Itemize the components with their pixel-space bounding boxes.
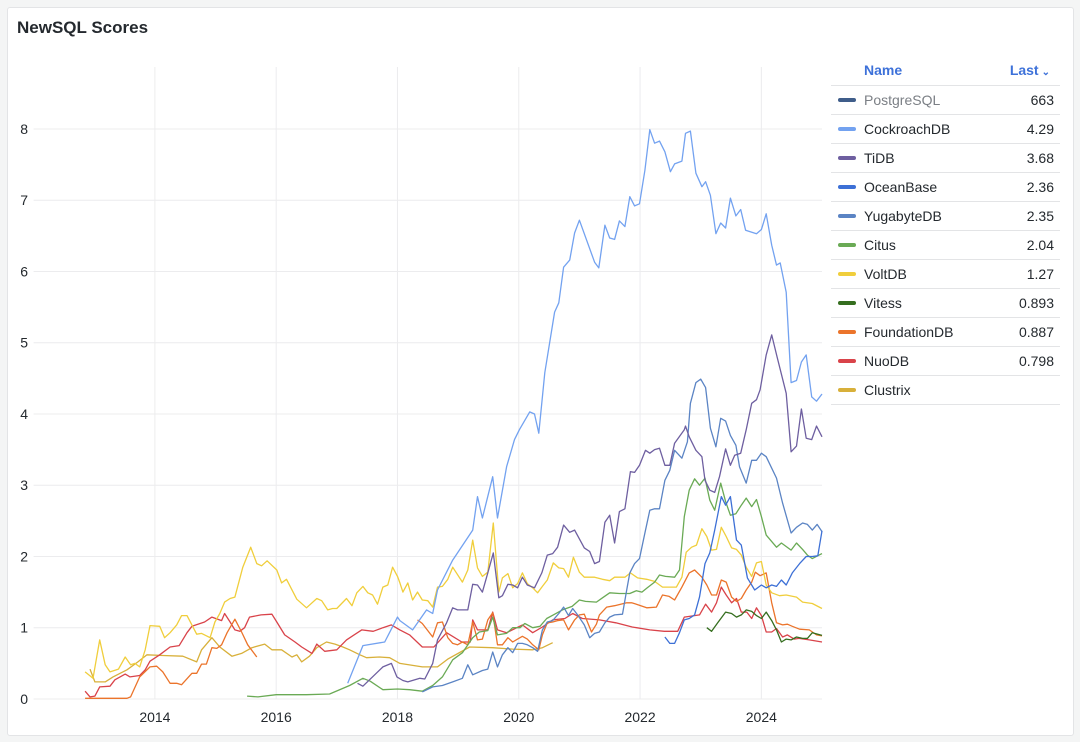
series-color-swatch [838,243,856,247]
legend-last-label: Last [1009,62,1039,78]
legend-item-voltdb[interactable]: VoltDB 1.27 [831,260,1060,289]
y-tick-label: 0 [20,691,28,707]
panel-title: NewSQL Scores [17,18,149,37]
legend-item-last-value: 4.29 [1026,121,1054,137]
y-tick-label: 2 [20,548,28,564]
legend-item-name: CockroachDB [864,121,951,137]
legend-item-vitess[interactable]: Vitess 0.893 [831,289,1060,318]
series-color-swatch [838,127,856,131]
x-tick-label: 2016 [261,709,292,725]
legend-item-yugabytedb[interactable]: YugabyteDB 2.35 [831,202,1060,231]
legend-item-tidb[interactable]: TiDB 3.68 [831,144,1060,173]
x-tick-label: 2022 [624,709,655,725]
legend-item-last-value: 3.68 [1026,150,1054,166]
x-tick-label: 2024 [746,709,777,725]
series-line-oceanbase [664,495,823,645]
legend-item-name: YugabyteDB [864,208,942,224]
series-color-swatch [838,330,856,334]
y-tick-label: 6 [20,263,28,279]
legend-item-name: OceanBase [864,179,938,195]
x-tick-label: 2014 [139,709,170,725]
legend-header: Name Last ⌄ [831,54,1060,86]
series-color-swatch [838,359,856,363]
series-line-tidb [357,334,823,687]
series-line-foundationdb [85,618,258,699]
legend-item-name: NuoDB [864,353,910,369]
legend-item-name: PostgreSQL [864,92,941,108]
x-tick-label: 2018 [382,709,413,725]
series-color-swatch [838,156,856,160]
series-line-yugabytedb [422,378,823,693]
series-line-citus [247,477,823,698]
legend-item-last-value: 2.36 [1026,179,1054,195]
legend-item-last-value: 663 [1030,92,1054,108]
x-tick-label: 2020 [503,709,534,725]
series-line-clustrix [89,637,553,683]
legend-item-name: VoltDB [864,266,907,282]
series-line-cockroachdb [347,129,823,684]
series-line-nuodb [84,586,823,698]
series-color-swatch [838,185,856,189]
legend-item-foundationdb[interactable]: FoundationDB 0.887 [831,318,1060,347]
legend-item-last-value: 0.887 [1018,324,1054,340]
legend-item-cockroachdb[interactable]: CockroachDB 4.29 [831,115,1060,144]
legend-item-oceanbase[interactable]: OceanBase 2.36 [831,173,1060,202]
y-tick-label: 3 [20,477,28,493]
series-color-swatch [838,388,856,392]
legend-item-name: Clustrix [864,382,911,398]
legend-item-last-value: 0.893 [1018,295,1054,311]
legend-last-header[interactable]: Last ⌄ [1010,62,1050,78]
y-tick-label: 1 [20,620,28,636]
legend-item-last-value: 1.27 [1026,266,1054,282]
legend-item-postgresql[interactable]: PostgreSQL 663 [831,86,1060,115]
series-color-swatch [838,272,856,276]
y-tick-label: 8 [20,121,28,137]
chevron-down-icon: ⌄ [1041,67,1050,78]
legend-item-name: Vitess [864,295,902,311]
legend-item-clustrix[interactable]: Clustrix [831,376,1060,405]
legend-item-nuodb[interactable]: NuoDB 0.798 [831,347,1060,376]
y-tick-label: 5 [20,335,28,351]
legend-item-last-value: 2.35 [1026,208,1054,224]
legend-name-header[interactable]: Name [864,62,903,78]
series-line-voltdb [84,522,823,679]
legend-item-name: Citus [864,237,896,253]
legend-item-last-value: 2.04 [1026,237,1054,253]
legend-item-name: FoundationDB [864,324,954,340]
series-color-swatch [838,214,856,218]
legend-item-name: TiDB [864,150,895,166]
series-color-swatch [838,301,856,305]
legend-item-citus[interactable]: Citus 2.04 [831,231,1060,260]
legend-table: Name Last ⌄ PostgreSQL 663 CockroachDB 4.29 T… [831,54,1060,405]
y-tick-label: 4 [20,406,28,422]
series-color-swatch [838,98,856,102]
series-line-foundationdb [417,569,823,651]
series-line-vitess [706,609,823,643]
y-tick-label: 7 [20,192,28,208]
legend-item-last-value: 0.798 [1018,353,1054,369]
